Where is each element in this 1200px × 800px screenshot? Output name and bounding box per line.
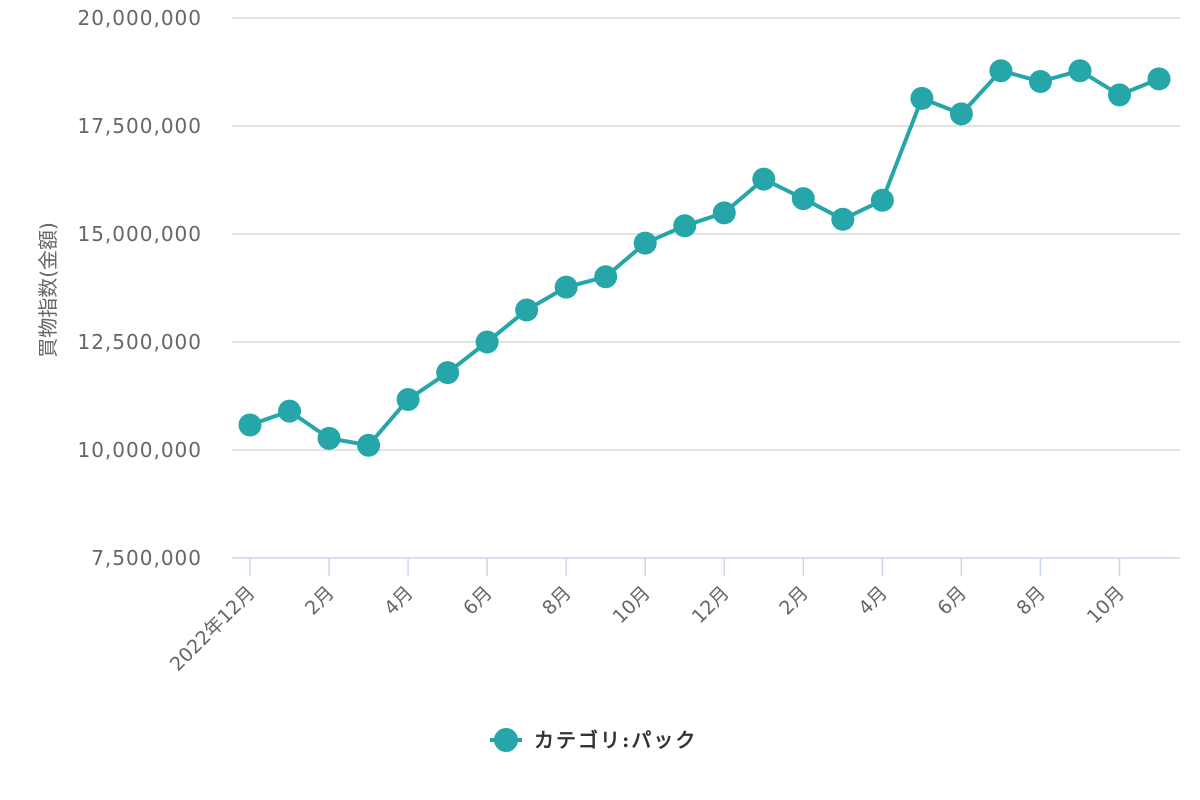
x-tick-label: 4月 (380, 582, 418, 620)
y-tick-label: 20,000,000 (77, 6, 202, 30)
legend-label: カテゴリ:パック (534, 728, 697, 752)
legend-marker-icon (494, 728, 518, 752)
data-point (238, 413, 262, 437)
y-tick-label: 17,500,000 (77, 114, 202, 138)
data-point (989, 59, 1013, 83)
data-point (317, 426, 341, 450)
x-axis: 2022年12月 2月 4月 6月 8月 10月 12月 2月 4月 6月 8月 10月 (166, 557, 1180, 676)
series-layer (238, 59, 1171, 457)
x-tick-label: 8月 (538, 582, 576, 620)
y-tick-label: 15,000,000 (77, 222, 202, 246)
y-axis-title: 買物指数(金額) (36, 222, 60, 358)
x-tick-label: 6月 (933, 582, 971, 620)
x-tick-label: 2月 (301, 582, 339, 620)
x-tick-label: 12月 (688, 582, 734, 628)
y-tick-label: 7,500,000 (91, 546, 202, 570)
data-point (831, 207, 855, 231)
x-tick-label: 2022年12月 (166, 582, 260, 676)
data-point (1107, 83, 1131, 107)
gridlines (232, 17, 1180, 451)
data-point (910, 86, 934, 110)
data-point (1147, 67, 1171, 91)
y-axis: 7,500,000 10,000,000 12,500,000 15,000,000 1… (77, 6, 202, 570)
data-point (1068, 59, 1092, 83)
data-point (436, 361, 460, 385)
data-point (278, 399, 302, 423)
data-point (712, 201, 736, 225)
data-point (949, 102, 973, 126)
data-point (554, 275, 578, 299)
x-tick-label: 2月 (775, 582, 813, 620)
data-point (396, 387, 420, 411)
series-line (249, 68, 1160, 448)
data-point (515, 298, 539, 322)
y-tick-label: 10,000,000 (77, 438, 202, 462)
data-point (1028, 70, 1052, 94)
data-point (870, 188, 894, 212)
data-point (752, 167, 776, 191)
data-point (791, 187, 815, 211)
legend[interactable]: カテゴリ:パック (490, 728, 697, 752)
data-point (594, 265, 618, 289)
x-tick-label: 4月 (854, 582, 892, 620)
x-tick-label: 10月 (1083, 582, 1129, 628)
data-point (357, 433, 381, 457)
y-tick-label: 12,500,000 (77, 330, 202, 354)
data-point (633, 231, 657, 255)
x-tick-label: 8月 (1012, 582, 1050, 620)
data-point (475, 330, 499, 354)
x-tick-label: 10月 (609, 582, 655, 628)
data-point (673, 214, 697, 238)
x-tick-label: 6月 (459, 582, 497, 620)
